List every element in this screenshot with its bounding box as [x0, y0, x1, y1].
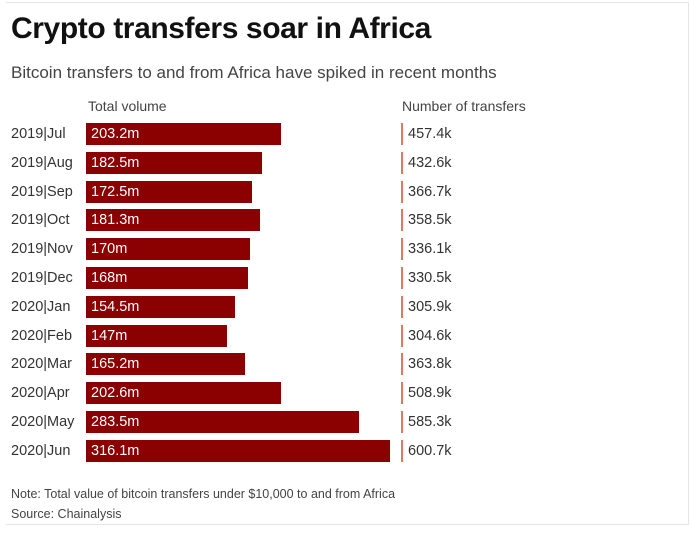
chart-title: Crypto transfers soar in Africa: [11, 12, 431, 45]
transfers-value-label: 457.4k: [408, 126, 452, 142]
transfers-tick: [401, 152, 403, 174]
transfers-value-label: 336.1k: [408, 241, 452, 257]
transfers-tick: [401, 238, 403, 260]
volume-bar: [86, 123, 282, 145]
transfers-value-label: 305.9k: [408, 299, 452, 315]
transfers-value-label: 363.8k: [408, 356, 452, 372]
chart-note: Note: Total value of bitcoin transfers u…: [11, 487, 396, 501]
volume-bar: [86, 440, 390, 462]
transfers-tick: [401, 181, 403, 203]
transfers-tick: [401, 440, 403, 462]
transfers-tick: [401, 353, 403, 375]
volume-value-label: 154.5m: [91, 299, 140, 315]
category-label: 2019|Aug: [11, 155, 73, 171]
volume-value-label: 316.1m: [91, 443, 140, 459]
volume-bar: [86, 382, 281, 404]
transfers-value-label: 358.5k: [408, 212, 452, 228]
chart-frame: [6, 2, 689, 525]
transfers-tick: [401, 209, 403, 231]
category-label: 2020|Apr: [11, 385, 70, 401]
volume-value-label: 165.2m: [91, 356, 140, 372]
transfers-tick: [401, 267, 403, 289]
volume-bar: [86, 238, 250, 260]
volume-bar: [86, 209, 261, 231]
volume-column-header: Total volume: [88, 98, 167, 114]
category-label: 2020|Jun: [11, 443, 71, 459]
transfers-tick: [401, 123, 403, 145]
volume-bar: [86, 411, 359, 433]
volume-value-label: 172.5m: [91, 184, 140, 200]
category-label: 2019|Sep: [11, 184, 73, 200]
chart-subtitle: Bitcoin transfers to and from Africa hav…: [11, 63, 497, 82]
transfers-value-label: 366.7k: [408, 184, 452, 200]
transfers-tick: [401, 325, 403, 347]
volume-bar: [86, 353, 245, 375]
volume-value-label: 202.6m: [91, 385, 140, 401]
transfers-value-label: 304.6k: [408, 328, 452, 344]
volume-value-label: 181.3m: [91, 212, 140, 228]
volume-value-label: 170m: [91, 241, 128, 257]
volume-bar: [86, 267, 248, 289]
transfers-value-label: 585.3k: [408, 414, 452, 430]
transfers-tick: [401, 296, 403, 318]
chart-source: Source: Chainalysis: [11, 507, 122, 521]
volume-value-label: 203.2m: [91, 126, 140, 142]
volume-value-label: 182.5m: [91, 155, 140, 171]
category-label: 2020|Feb: [11, 328, 73, 344]
transfers-tick: [401, 382, 403, 404]
category-label: 2020|Jan: [11, 299, 71, 315]
transfers-tick: [401, 411, 403, 433]
transfers-value-label: 508.9k: [408, 385, 452, 401]
category-label: 2019|Nov: [11, 241, 73, 257]
volume-value-label: 283.5m: [91, 414, 140, 430]
category-label: 2020|May: [11, 414, 75, 430]
category-label: 2019|Jul: [11, 126, 66, 142]
volume-bar: [86, 296, 235, 318]
transfers-value-label: 432.6k: [408, 155, 452, 171]
transfers-column-header: Number of transfers: [402, 98, 526, 114]
volume-bar: [86, 152, 262, 174]
volume-value-label: 168m: [91, 270, 128, 286]
volume-bar: [86, 181, 252, 203]
category-label: 2019|Dec: [11, 270, 73, 286]
transfers-value-label: 330.5k: [408, 270, 452, 286]
transfers-value-label: 600.7k: [408, 443, 452, 459]
volume-bar: [86, 325, 228, 347]
category-label: 2020|Mar: [11, 356, 72, 372]
category-label: 2019|Oct: [11, 212, 70, 228]
volume-value-label: 147m: [91, 328, 128, 344]
